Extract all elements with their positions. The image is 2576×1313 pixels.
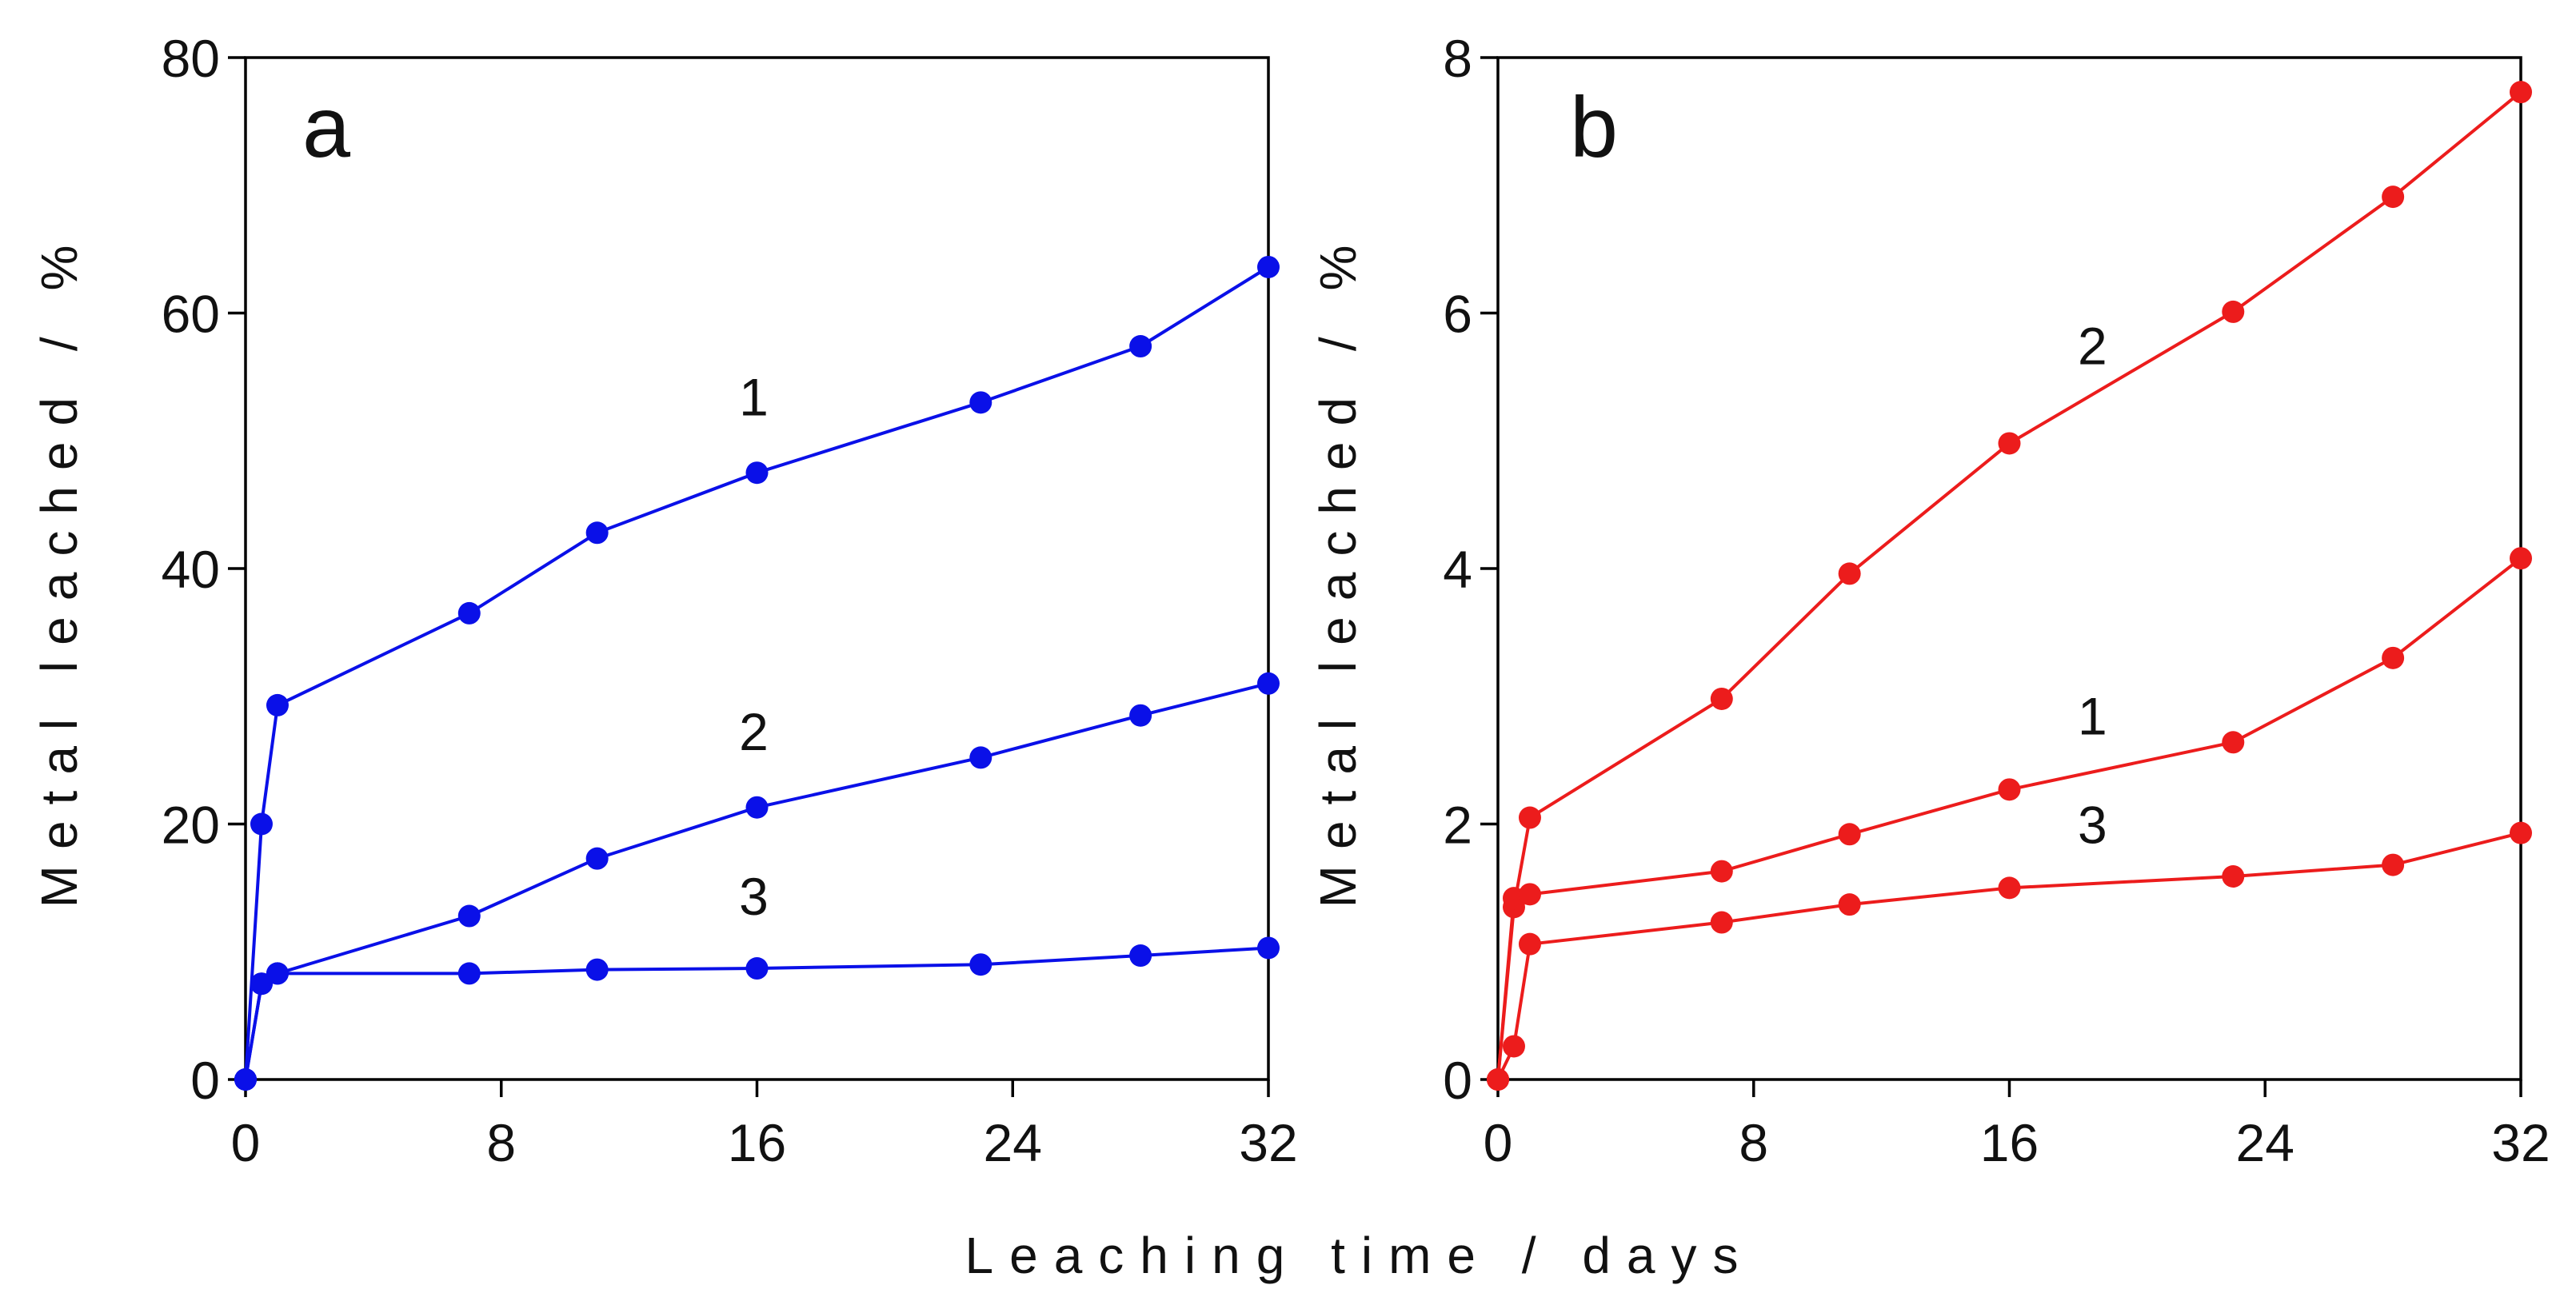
data-point-b-3-8	[2510, 821, 2532, 844]
panel-letter-b: b	[1570, 78, 1618, 175]
data-point-b-2-6	[2222, 300, 2245, 323]
data-point-b-3-4	[1838, 893, 1861, 916]
y-tick-label-b-6: 6	[1443, 285, 1472, 344]
data-point-a-1-8	[1257, 255, 1280, 278]
data-point-b-1-3	[1710, 860, 1733, 883]
data-point-b-2-7	[2382, 186, 2405, 209]
x-tick-label-a-32: 32	[1239, 1113, 1297, 1172]
data-point-b-1-4	[1838, 823, 1861, 846]
data-point-a-3-5	[745, 957, 769, 980]
data-point-a-2-7	[1129, 704, 1152, 727]
data-point-a-1-6	[969, 391, 992, 414]
panel-a: 0 8 16 24 32 0 20 40 60 80 Metal leached / % a 1 2 3	[30, 29, 1298, 1172]
x-tick-label-a-24: 24	[984, 1113, 1042, 1172]
data-point-b-3-1	[1502, 1035, 1525, 1058]
series-label-b-3: 3	[2078, 795, 2107, 854]
y-tick-label-b-0: 0	[1443, 1051, 1472, 1110]
data-point-a-2-5	[745, 796, 769, 819]
data-point-a-3-3	[457, 962, 481, 985]
series-line-b-3	[1496, 831, 2522, 1080]
data-point-b-1-8	[2510, 547, 2532, 570]
panel-letter-a: a	[302, 78, 351, 175]
y-tick-label-a-20: 20	[162, 796, 220, 855]
y-tick-label-a-40: 40	[162, 540, 220, 599]
data-point-b-3-5	[1998, 876, 2021, 900]
y-tick-label-b-8: 8	[1443, 29, 1472, 88]
series-line-b-1	[1496, 557, 2522, 1080]
y-tick-label-b-4: 4	[1443, 540, 1472, 599]
x-tick-label-b-8: 8	[1739, 1113, 1768, 1172]
data-point-b-3-6	[2222, 864, 2245, 888]
y-tick-label-b-2: 2	[1443, 796, 1472, 855]
data-point-b-2-2	[1518, 806, 1541, 829]
data-point-a-1-1	[250, 812, 273, 836]
data-point-a-3-2	[266, 962, 289, 985]
data-point-a-1-5	[745, 461, 769, 485]
y-axis-title-a: Metal leached / %	[30, 229, 88, 908]
y-tick-label-a-80: 80	[162, 29, 220, 88]
plot-frame-a	[244, 56, 1270, 1081]
x-axis-title: Leaching time / days	[965, 1227, 1755, 1284]
data-point-b-1-7	[2382, 646, 2405, 669]
x-tick-label-b-32: 32	[2491, 1113, 2550, 1172]
y-axis-title-b: Metal leached / %	[1309, 229, 1367, 908]
data-point-a-1-3	[457, 601, 481, 625]
data-point-a-3-1	[250, 972, 273, 996]
y-tick-label-a-60: 60	[162, 285, 220, 344]
data-point-b-3-3	[1710, 911, 1733, 934]
data-point-b-1-5	[1998, 778, 2021, 801]
data-point-a-2-8	[1257, 672, 1280, 695]
data-point-a-3-6	[969, 953, 992, 976]
data-point-a-2-4	[585, 847, 609, 870]
data-point-a-3-4	[585, 958, 609, 981]
x-tick-label-a-0: 0	[231, 1113, 261, 1172]
series-label-a-3: 3	[739, 867, 769, 926]
series-label-b-1: 1	[2078, 687, 2107, 746]
data-point-b-2-5	[1998, 432, 2021, 455]
data-point-a-1-4	[585, 521, 609, 545]
data-point-b-3-2	[1518, 932, 1541, 956]
series-label-b-2: 2	[2078, 316, 2107, 375]
data-point-a-3-0	[234, 1068, 257, 1091]
data-point-a-1-2	[266, 693, 289, 716]
x-tick-label-a-8: 8	[486, 1113, 516, 1172]
data-point-b-2-3	[1710, 687, 1733, 710]
x-tick-label-b-0: 0	[1484, 1113, 1513, 1172]
x-tick-label-a-16: 16	[728, 1113, 786, 1172]
y-tick-label-a-0: 0	[190, 1051, 220, 1110]
plot-frame-b	[1496, 56, 2522, 1081]
series-label-a-1: 1	[739, 367, 769, 426]
data-point-b-3-7	[2382, 853, 2405, 876]
data-point-b-1-2	[1518, 883, 1541, 906]
data-point-a-1-7	[1129, 335, 1152, 358]
data-point-b-2-4	[1838, 562, 1861, 585]
x-tick-label-b-16: 16	[1980, 1113, 2039, 1172]
data-point-a-3-7	[1129, 944, 1152, 968]
data-point-a-3-8	[1257, 936, 1280, 960]
series-label-a-2: 2	[739, 702, 769, 761]
data-point-a-2-6	[969, 746, 992, 769]
data-point-b-3-0	[1487, 1068, 1509, 1091]
data-point-b-1-6	[2222, 731, 2245, 754]
data-point-b-2-8	[2510, 81, 2532, 104]
x-tick-label-b-24: 24	[2236, 1113, 2294, 1172]
data-point-a-2-3	[457, 904, 481, 928]
